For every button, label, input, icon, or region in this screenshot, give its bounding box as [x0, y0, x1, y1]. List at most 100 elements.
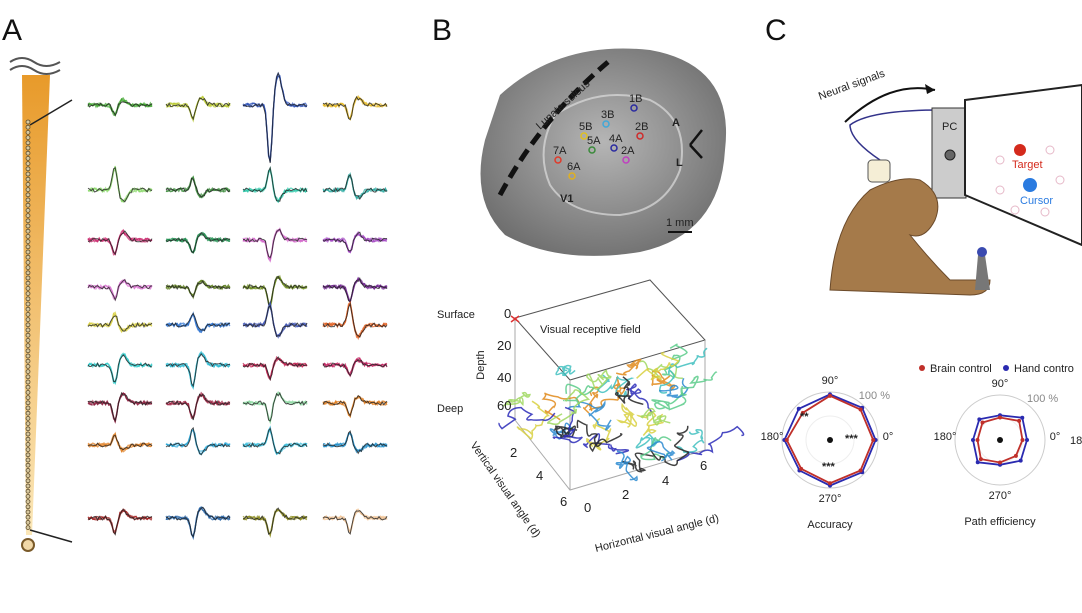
polar-point — [975, 438, 980, 442]
horizontal-tick: 2 — [622, 487, 629, 502]
contact — [25, 275, 31, 281]
polar-point — [784, 438, 789, 442]
panel-label: A — [2, 14, 22, 47]
contact — [25, 473, 31, 479]
waveform — [322, 431, 388, 453]
polar-point — [1020, 415, 1025, 420]
sulcus-line — [497, 60, 610, 197]
waveform — [165, 280, 231, 298]
trace — [614, 376, 644, 406]
waveform — [165, 177, 231, 199]
contact — [25, 254, 31, 260]
contact — [25, 436, 31, 442]
electrode — [630, 104, 638, 112]
contact — [25, 135, 31, 141]
trace — [576, 419, 623, 453]
waveform — [322, 276, 388, 304]
waveform — [322, 301, 388, 341]
trace — [676, 425, 745, 462]
contact — [25, 155, 31, 161]
contact — [25, 306, 31, 312]
waveform — [242, 391, 308, 422]
axis-label: Depth — [475, 350, 487, 379]
cursor-dot — [1023, 178, 1037, 192]
polar-point — [998, 460, 1002, 465]
contact — [25, 504, 31, 510]
horizontal-tick: 6 — [700, 458, 707, 473]
contact — [25, 176, 31, 182]
trace — [658, 377, 689, 399]
trace — [498, 406, 556, 430]
joystick — [975, 255, 990, 290]
trace — [503, 391, 531, 407]
contact — [25, 379, 31, 385]
contact — [25, 233, 31, 239]
cut-label: 18 — [1070, 435, 1082, 447]
polar-title: Path efficiency — [964, 516, 1036, 528]
waveform — [87, 311, 153, 334]
vertical-tick: 4 — [536, 468, 543, 483]
contact — [25, 249, 31, 255]
waveform — [242, 390, 308, 423]
electrode-chain — [25, 119, 31, 530]
contact — [25, 447, 31, 453]
trace — [636, 352, 680, 381]
electrode — [588, 146, 596, 154]
trace — [680, 371, 718, 397]
contact — [25, 395, 31, 401]
depth-tick: 40 — [497, 370, 511, 385]
polar-point — [971, 438, 975, 442]
polar-point — [858, 407, 863, 412]
contact — [25, 187, 31, 193]
waveform — [323, 432, 388, 454]
polar-point — [977, 417, 982, 422]
waveform — [242, 275, 308, 306]
contact — [25, 369, 31, 375]
waveform — [88, 279, 153, 302]
polar-point — [980, 420, 985, 425]
pc-label: PC — [942, 121, 957, 133]
waveform — [322, 430, 387, 455]
contact — [25, 218, 31, 224]
contact — [25, 410, 31, 416]
waveform — [242, 305, 308, 338]
waveform — [242, 165, 308, 204]
waveform — [165, 177, 231, 198]
contact — [25, 223, 31, 229]
scale-label: 1 mm — [666, 217, 694, 229]
waveform — [87, 166, 153, 203]
waveform — [87, 391, 153, 423]
waveform — [322, 173, 388, 201]
target-dot — [1014, 144, 1026, 156]
polar-title: Accuracy — [807, 519, 853, 531]
pc-button — [944, 149, 956, 161]
trace — [552, 406, 583, 444]
waveform — [242, 71, 308, 164]
orientation-arrows — [689, 129, 703, 159]
waveform — [322, 277, 388, 303]
polar-plots: 90° 180° 0° 270° 100 % Accuracy 90° 180° 0° 270° 1… — [761, 375, 1061, 531]
orientation-label: L — [676, 157, 683, 169]
contact — [25, 291, 31, 297]
contact — [25, 322, 31, 328]
target-ring — [995, 145, 1065, 217]
contact — [25, 192, 31, 198]
cable — [849, 109, 941, 161]
trace — [646, 441, 676, 462]
depth-tick: 20 — [497, 338, 511, 353]
plot-box — [514, 279, 706, 491]
polar-radius-label: 100 % — [1027, 393, 1058, 405]
waveform — [242, 356, 308, 382]
contact — [25, 462, 31, 468]
trace — [676, 429, 705, 454]
contact — [25, 514, 31, 520]
contact — [25, 384, 31, 390]
trace — [555, 364, 576, 377]
electrode-label: 2B — [635, 121, 648, 133]
waveform — [87, 229, 153, 256]
contact — [25, 421, 31, 427]
trace — [615, 358, 642, 376]
polar-point — [975, 460, 980, 465]
contact — [25, 285, 31, 291]
waveform — [165, 428, 231, 455]
